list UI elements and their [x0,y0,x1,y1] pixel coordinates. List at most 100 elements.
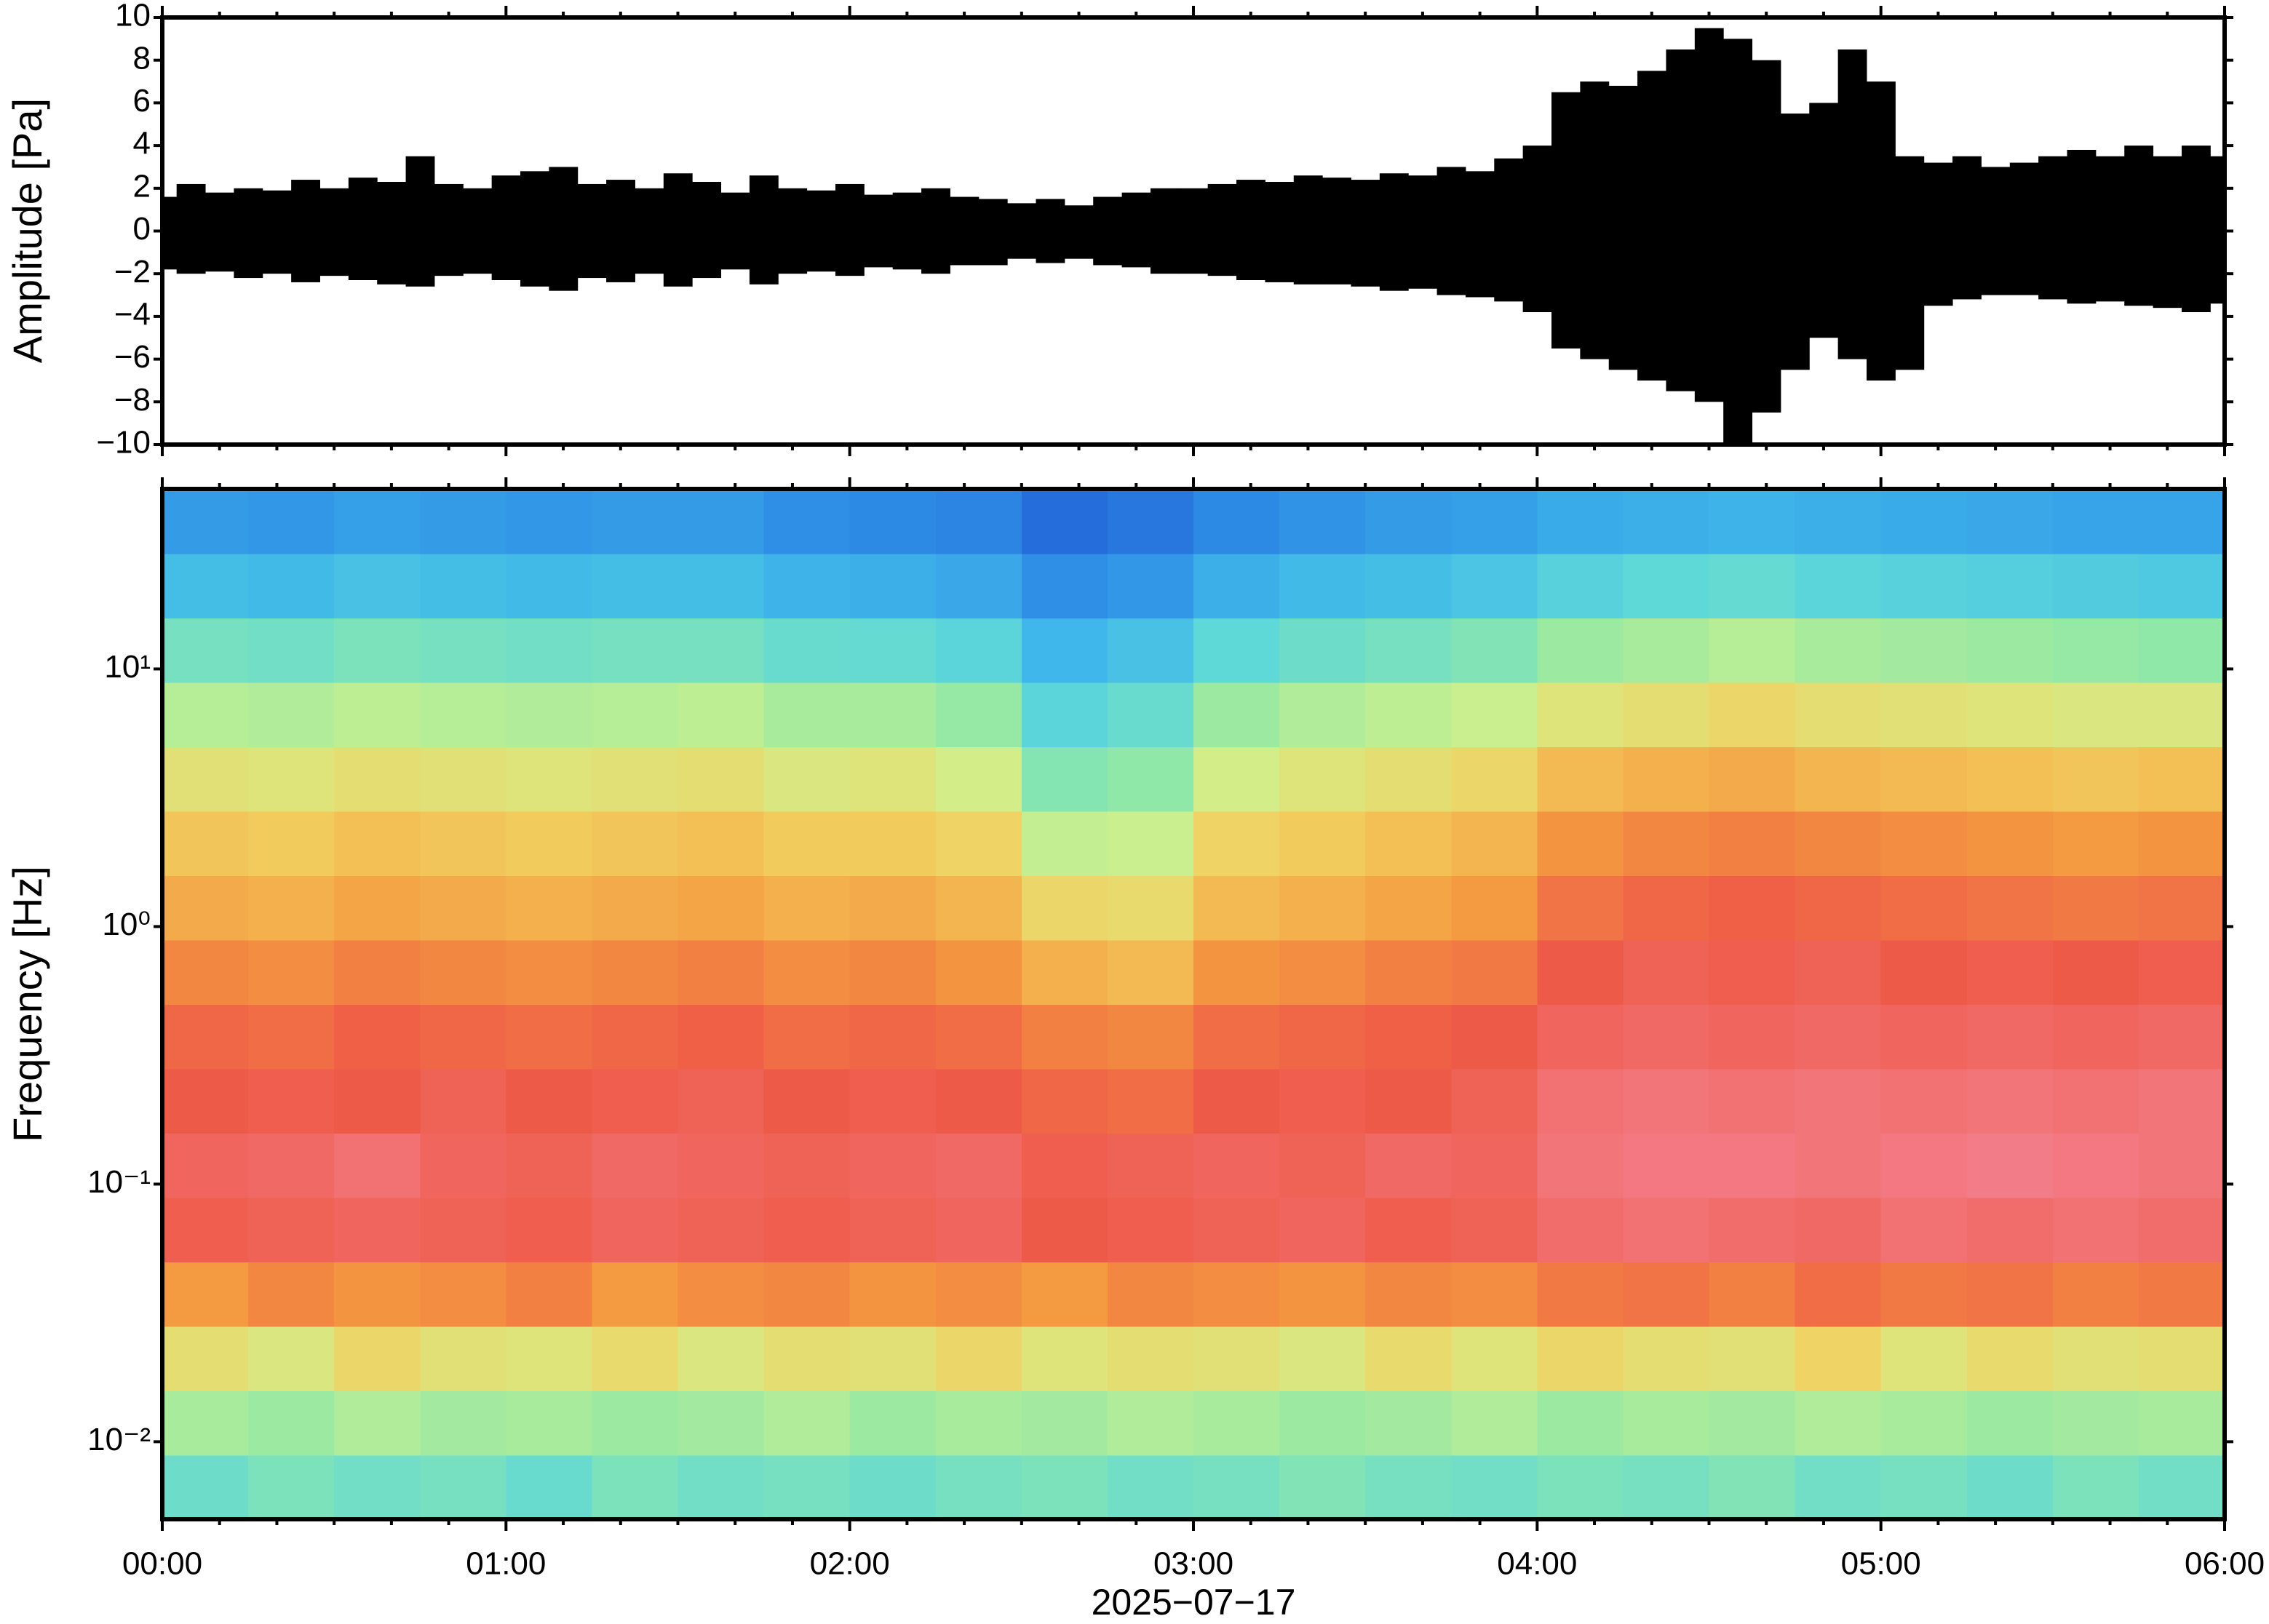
y-tick-label: −10 [96,425,151,461]
spectrogram-cell [1880,553,1968,619]
spectrogram-cell [2052,1326,2139,1392]
spectrogram-cell [1537,1262,1624,1327]
spectrogram-cell [248,1326,335,1392]
spectrogram-cell [1623,1068,1710,1134]
waveform-envelope [1923,162,1953,306]
spectrogram-cell [1966,1133,2054,1198]
spectrogram-cell [1795,1133,1882,1198]
spectrogram-cell [1623,1454,1710,1519]
spectrogram-cell [677,489,765,554]
spectrogram-cell [2138,682,2225,747]
spectrogram-cell [1795,939,1882,1005]
waveform-envelope [1580,81,1610,359]
spectrogram-cell [420,1004,507,1070]
spectrogram-cell [1021,553,1108,619]
spectrogram-cell [763,875,851,941]
spectrogram-cell [162,553,250,619]
spectrogram-cell [1279,618,1367,683]
spectrogram-cell [1451,1326,1538,1392]
spectrogram-cell [763,1068,851,1134]
spectrogram-cell [1365,875,1453,941]
spectrogram-cell [2052,939,2139,1005]
spectrogram-cell [1365,1454,1453,1519]
spectrogram-cell [420,1454,507,1519]
spectrogram-cell [935,1454,1022,1519]
spectrogram-cell [506,747,593,812]
y-axis-title: Frequency [Hz] [4,866,50,1142]
waveform-envelope [1837,49,1867,359]
spectrogram-cell [935,618,1022,683]
spectrogram-cell [677,747,765,812]
waveform-envelope [1322,178,1351,284]
waveform-envelope [205,192,234,272]
spectrogram-cell [334,1133,421,1198]
spectrogram-cell [162,618,250,683]
spectrogram-cell [162,747,250,812]
spectrogram-cell [1880,747,1968,812]
spectrogram-cell [1365,1197,1453,1262]
waveform-envelope [978,199,1008,266]
spectrogram-cell [1107,939,1194,1005]
waveform-envelope [2009,162,2039,295]
waveform-envelope [405,156,435,287]
spectrogram-cell [935,682,1022,747]
spectrogram-cell [849,1133,937,1198]
waveform-envelope [1351,180,1380,287]
spectrogram-cell [1709,1197,1796,1262]
spectrogram-cell [334,747,421,812]
waveform-envelope [520,171,549,287]
spectrogram-cell [677,618,765,683]
spectrogram-cell [1279,1454,1367,1519]
spectrogram-cell [1709,1004,1796,1070]
spectrogram-cell [1623,747,1710,812]
spectrogram-cell [1107,1390,1194,1456]
waveform-envelope [491,175,521,281]
spectrogram-cell [763,1133,851,1198]
spectrogram-cell [1709,489,1796,554]
spectrogram-cell [248,747,335,812]
x-tick-label: 05:00 [1841,1546,1921,1582]
spectrogram-cell [1966,1197,2054,1262]
waveform-envelope [749,175,779,284]
spectrogram-cell [506,618,593,683]
spectrogram-cell [1365,1390,1453,1456]
spectrogram-cell [1709,747,1796,812]
spectrogram-cell [1623,875,1710,941]
spectrogram-cell [1537,811,1624,877]
spectrogram-cell [506,682,593,747]
y-axis-title: Amplitude [Pa] [4,98,50,363]
spectrogram-cell [592,939,679,1005]
spectrogram-cell [1021,875,1108,941]
spectrogram-cell [677,1133,765,1198]
spectrogram-cell [420,553,507,619]
spectrogram-cell [1966,875,2054,941]
spectrogram-cell [935,489,1022,554]
spectrogram-cell [2138,875,2225,941]
spectrogram-cell [1365,811,1453,877]
spectrogram-cell [1709,1262,1796,1327]
spectrogram-cell [1107,489,1194,554]
spectrogram-cell [763,1454,851,1519]
spectrogram-cell [1451,553,1538,619]
waveform-envelope [1551,92,1581,349]
spectrogram-cell [935,1004,1022,1070]
spectrogram-cell [248,489,335,554]
spectrogram-cell [248,1262,335,1327]
spectrogram-cell [592,489,679,554]
spectrogram-cell [1966,1326,2054,1392]
spectrogram-cell [162,875,250,941]
spectrogram-cell [592,1004,679,1070]
spectrogram-cell [1021,939,1108,1005]
spectrogram-cell [677,682,765,747]
spectrogram-cell [763,618,851,683]
spectrogram-cell [1451,1197,1538,1262]
y-tick-label: −8 [114,382,151,418]
y-tick-label: 10⁻² [87,1422,151,1457]
spectrogram-cell [2138,1390,2225,1456]
spectrogram-plot [162,489,2225,1519]
spectrogram-cell [506,939,593,1005]
spectrogram-cell [506,553,593,619]
plot-frame [160,487,2227,1521]
spectrogram-cell [1021,489,1108,554]
